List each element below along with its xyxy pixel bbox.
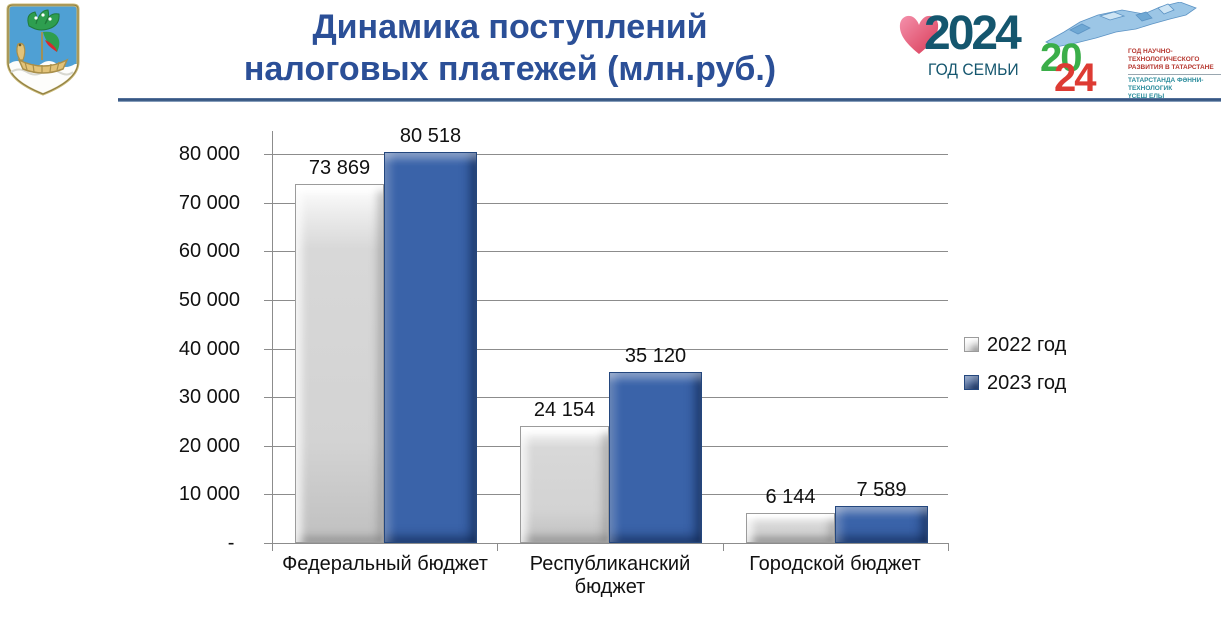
title-line-1: Динамика поступлений (312, 8, 708, 46)
y-axis-tick (264, 446, 272, 447)
x-axis-label: Городской бюджет (749, 553, 921, 575)
data-label: 7 589 (856, 479, 907, 501)
data-label: 24 154 (533, 399, 596, 421)
legend-swatch (964, 375, 979, 390)
gridline (272, 300, 948, 301)
legend-label: 2022 год (987, 334, 1067, 356)
family-year-subtitle: ГОД СЕМЬИ (928, 60, 1019, 79)
legend-label: 2023 год (987, 372, 1067, 394)
data-label: 80 518 (399, 125, 462, 147)
data-label: 6 144 (765, 486, 816, 508)
family-year-digits: 2024 (924, 7, 1022, 60)
y-axis-tick (264, 397, 272, 398)
caption-line-4: ҮСЕШ ЕЛЫ (1128, 93, 1165, 100)
data-label: 35 120 (624, 345, 687, 367)
data-label: 73 869 (308, 157, 371, 179)
y-axis-label: - (227, 532, 240, 554)
y-axis-label: 50 000 (178, 289, 240, 311)
bar-2023-2 (609, 372, 702, 543)
x-axis-label: Республиканский бюджет (529, 553, 691, 598)
tatarstan-digits-20: 20 (1040, 36, 1082, 80)
y-axis-tick (264, 494, 272, 495)
x-axis-tick (948, 543, 949, 551)
bar-2022-2 (520, 426, 609, 543)
y-axis-tick (264, 349, 272, 350)
x-axis-tick (497, 543, 498, 551)
gridline (272, 349, 948, 350)
y-axis-label: 70 000 (178, 192, 240, 214)
legend-item-2023: 2023 год (964, 372, 1084, 394)
y-axis-tick (264, 203, 272, 204)
x-axis-line (272, 543, 949, 544)
y-axis-label: 60 000 (178, 240, 240, 262)
page-title: Динамика поступлений налоговых платежей … (150, 6, 870, 90)
legend-swatch (964, 337, 979, 352)
header-logos: 2024 ГОД СЕМЬИ 20 24 ГОД НАУЧНО-ТЕХНОЛОГ… (898, 2, 1221, 101)
gridline (272, 203, 948, 204)
gridline (272, 154, 948, 155)
legend-item-2022: 2022 год (964, 334, 1084, 356)
x-axis-tick (272, 543, 273, 551)
caption-line-1: ГОД НАУЧНО-ТЕХНОЛОГИЧЕСКОГО (1128, 48, 1200, 63)
y-axis-label: 40 000 (178, 338, 240, 360)
bar-2022-3 (746, 513, 835, 543)
y-axis-tick (264, 251, 272, 252)
tatarstan-digits-24: 24 (1054, 56, 1096, 100)
gridline (272, 251, 948, 252)
y-axis-label: 80 000 (178, 143, 240, 165)
x-axis-label: Федеральный бюджет (282, 553, 488, 575)
tatarstan-logo-caption: ГОД НАУЧНО-ТЕХНОЛОГИЧЕСКОГО РАЗВИТИЯ В Т… (1128, 48, 1221, 101)
bar-2022-1 (295, 184, 384, 543)
city-coat-of-arms-logo (6, 3, 80, 96)
y-axis-label: 20 000 (178, 435, 240, 457)
y-axis-line (272, 131, 273, 543)
heart-icon (899, 15, 939, 55)
tatarstan-science-year-logo: 20 24 ГОД НАУЧНО-ТЕХНОЛОГИЧЕСКОГО РАЗВИТ… (1040, 2, 1221, 101)
bar-2023-3 (835, 506, 928, 543)
y-axis-label: 10 000 (178, 483, 240, 505)
snow-leopard-icon (1045, 2, 1197, 48)
y-axis-tick (264, 300, 272, 301)
x-axis-tick (723, 543, 724, 551)
title-line-2: налоговых платежей (млн.руб.) (243, 50, 777, 88)
caption-divider (1128, 74, 1221, 75)
bar-2023-1 (384, 152, 477, 543)
y-axis-label: 30 000 (178, 386, 240, 408)
caption-line-3: ТАТАРСТАНДА ФӘННИ-ТЕХНОЛОГИК (1128, 77, 1204, 92)
caption-line-2: РАЗВИТИЯ В ТАТАРСТАНЕ (1128, 64, 1214, 71)
header-separator (118, 98, 1221, 102)
y-axis-tick (264, 154, 272, 155)
year-of-family-logo: 2024 ГОД СЕМЬИ (898, 4, 1040, 98)
y-axis-tick (264, 543, 272, 544)
